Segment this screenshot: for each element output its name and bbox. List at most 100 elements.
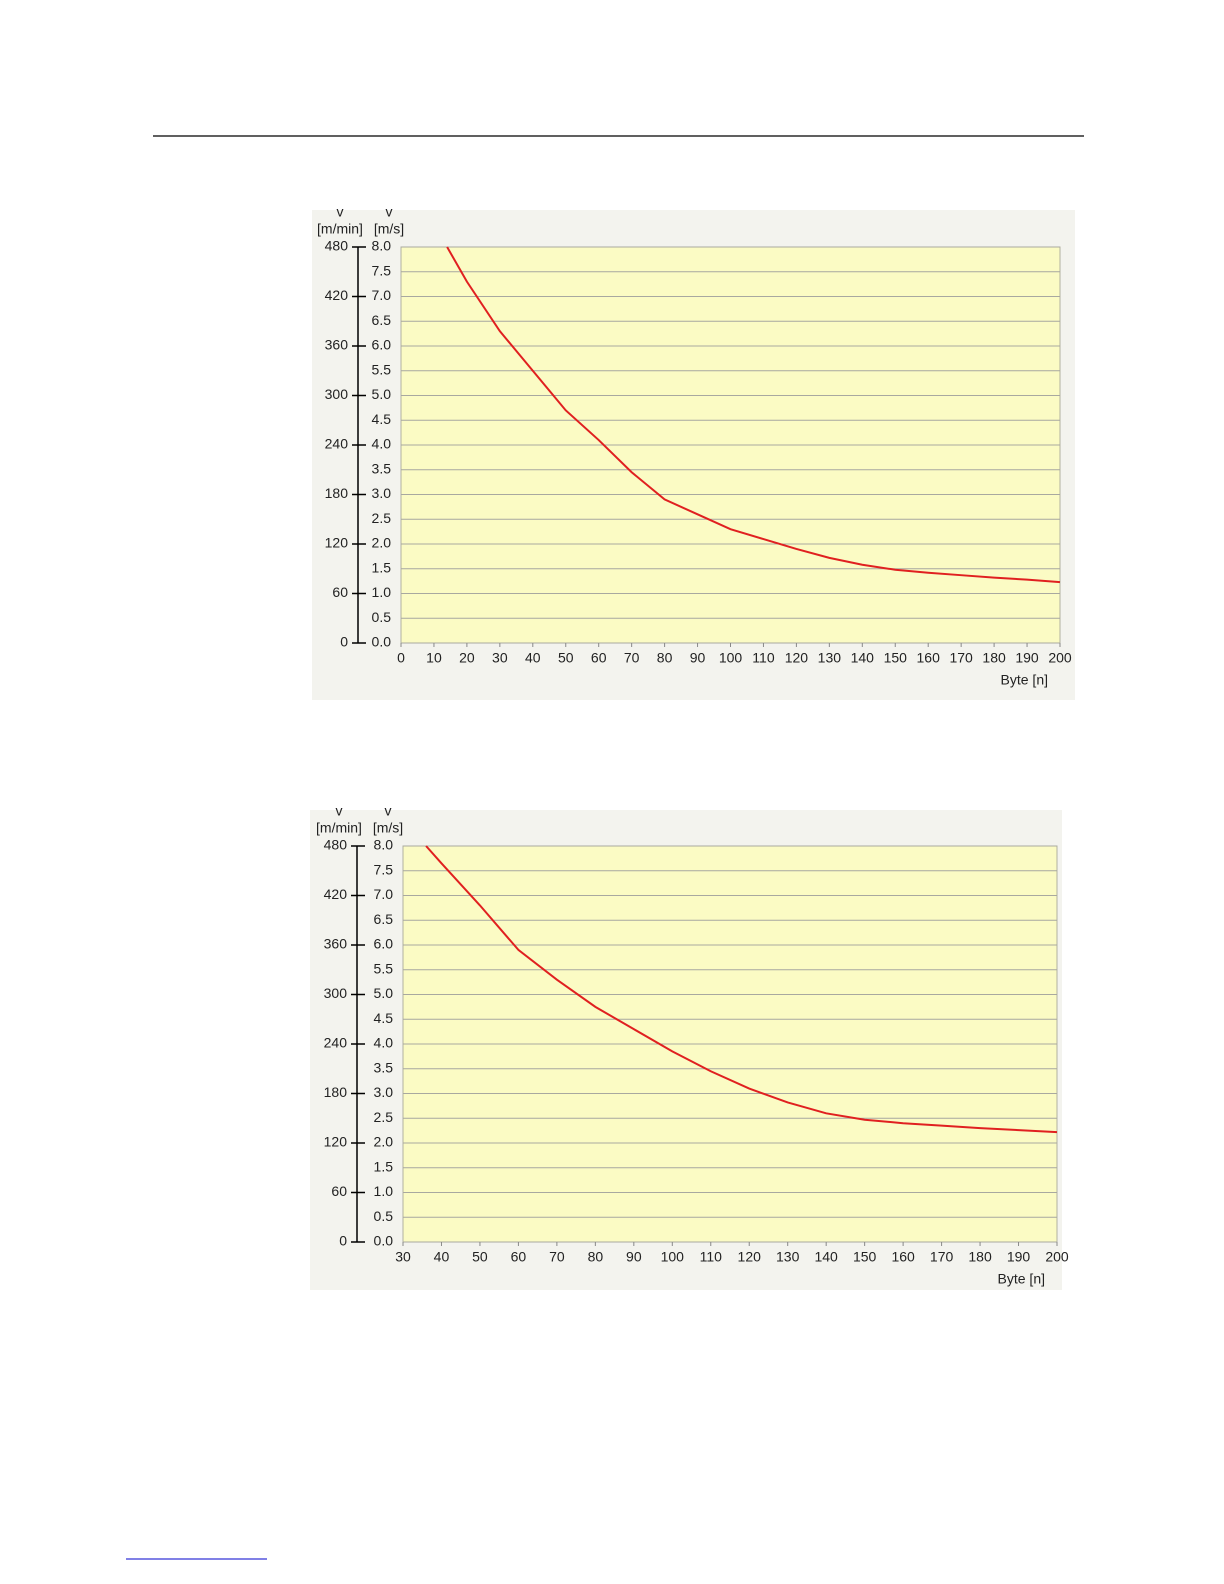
y-tick-label: 1.5	[372, 559, 392, 575]
x-tick-label: 90	[690, 650, 706, 666]
y2-tick-label: 240	[324, 1035, 348, 1051]
x-tick-label: 200	[1048, 650, 1072, 666]
y2-tick-label: 300	[324, 985, 348, 1001]
x-tick-label: 0	[397, 650, 405, 666]
y2-tick-label: 120	[324, 1134, 348, 1150]
y-tick-label: 7.5	[372, 262, 392, 278]
y-tick-label: 2.5	[372, 510, 392, 526]
x-tick-label: 120	[738, 1249, 762, 1265]
y-tick-label: 1.5	[374, 1158, 394, 1174]
x-tick-label: 60	[591, 650, 607, 666]
x-tick-label: 50	[472, 1249, 488, 1265]
x-tick-label: 80	[588, 1249, 604, 1265]
x-tick-label: 30	[395, 1249, 411, 1265]
y-tick-label: 5.5	[374, 960, 394, 976]
y-tick-label: 1.0	[374, 1183, 394, 1199]
data-line	[425, 845, 1058, 1134]
y-tick-label: 0.0	[372, 634, 392, 650]
x-tick-label: 70	[624, 650, 640, 666]
y-tick-label: 4.0	[374, 1035, 394, 1051]
x-tick-label: 100	[719, 650, 743, 666]
y-tick-label: 4.0	[372, 436, 392, 452]
x-tick-label: 190	[1007, 1249, 1031, 1265]
y2-tick-label: 420	[324, 886, 348, 902]
x-tick-label: 170	[949, 650, 973, 666]
y2-axis-label: v	[336, 803, 343, 819]
x-tick-label: 70	[549, 1249, 565, 1265]
x-tick-label: 60	[511, 1249, 527, 1265]
x-tick-label: 180	[982, 650, 1006, 666]
x-tick-label: 140	[851, 650, 875, 666]
y2-tick-label: 360	[325, 337, 349, 353]
x-tick-label: 150	[884, 650, 908, 666]
y-tick-label: 8.0	[372, 238, 392, 254]
y-tick-label: 6.0	[374, 936, 394, 952]
y2-tick-label: 60	[332, 584, 348, 600]
y2-tick-label: 60	[331, 1183, 347, 1199]
y2-tick-label: 420	[325, 287, 349, 303]
y-tick-label: 7.0	[372, 287, 392, 303]
y-tick-label: 7.0	[374, 886, 394, 902]
y2-axis-label: [m/min]	[317, 221, 363, 237]
x-tick-label: 20	[459, 650, 475, 666]
y-tick-label: 1.0	[372, 584, 392, 600]
x-tick-label: 160	[917, 650, 941, 666]
data-line	[446, 246, 1061, 584]
x-tick-label: 130	[776, 1249, 800, 1265]
y2-tick-label: 240	[325, 436, 349, 452]
y-tick-label: 7.5	[374, 861, 394, 877]
y2-tick-label: 120	[325, 535, 349, 551]
y-tick-label: 0.5	[372, 609, 392, 625]
y2-tick-label: 300	[325, 386, 349, 402]
x-tick-label: 110	[700, 1249, 723, 1265]
y-tick-label: 2.5	[374, 1109, 394, 1125]
y2-tick-label: 0	[339, 1233, 347, 1249]
y-tick-label: 3.0	[372, 485, 392, 501]
y-tick-label: 5.0	[372, 386, 392, 402]
x-tick-label: 190	[1015, 650, 1039, 666]
x-tick-label: 200	[1045, 1249, 1069, 1265]
y2-tick-label: 480	[325, 238, 349, 254]
y-tick-label: 8.0	[374, 837, 394, 853]
x-tick-label: 30	[492, 650, 508, 666]
y2-tick-label: 180	[325, 485, 349, 501]
y-axis-label: v	[386, 204, 393, 220]
x-tick-label: 120	[785, 650, 809, 666]
x-axis-label: Byte [n]	[998, 1271, 1045, 1287]
x-tick-label: 50	[558, 650, 574, 666]
x-tick-label: 10	[426, 650, 442, 666]
x-tick-label: 170	[930, 1249, 954, 1265]
y-tick-label: 6.5	[374, 911, 394, 927]
y-tick-label: 0.5	[374, 1208, 394, 1224]
y-tick-label: 4.5	[374, 1010, 394, 1026]
y-tick-label: 3.5	[372, 460, 392, 476]
x-tick-label: 110	[752, 650, 775, 666]
y-tick-label: 5.5	[372, 361, 392, 377]
y-tick-label: 6.0	[372, 337, 392, 353]
x-tick-label: 150	[853, 1249, 877, 1265]
y-tick-label: 2.0	[374, 1134, 394, 1150]
y2-tick-label: 360	[324, 936, 348, 952]
x-tick-label: 90	[626, 1249, 642, 1265]
x-tick-label: 130	[818, 650, 842, 666]
y2-axis-label: [m/min]	[316, 820, 362, 836]
x-tick-label: 160	[891, 1249, 915, 1265]
y2-axis-label: v	[337, 204, 344, 220]
y-tick-label: 5.0	[374, 985, 394, 1001]
y-axis-label: v	[385, 803, 392, 819]
y2-tick-label: 0	[340, 634, 348, 650]
y2-tick-label: 480	[324, 837, 348, 853]
x-axis-label: Byte [n]	[1001, 672, 1048, 688]
y-tick-label: 0.0	[374, 1233, 394, 1249]
y-tick-label: 3.0	[374, 1084, 394, 1100]
y-tick-label: 6.5	[372, 312, 392, 328]
x-tick-label: 40	[434, 1249, 450, 1265]
y-tick-label: 4.5	[372, 411, 392, 427]
y2-tick-label: 180	[324, 1084, 348, 1100]
y-axis-label: [m/s]	[374, 221, 404, 237]
x-tick-label: 100	[661, 1249, 685, 1265]
y-tick-label: 2.0	[372, 535, 392, 551]
y-tick-label: 3.5	[374, 1059, 394, 1075]
